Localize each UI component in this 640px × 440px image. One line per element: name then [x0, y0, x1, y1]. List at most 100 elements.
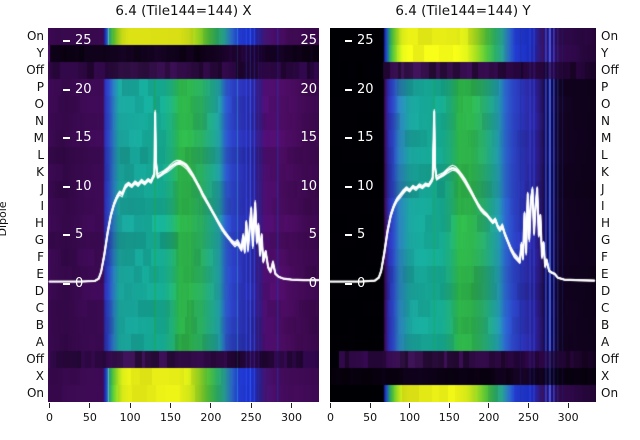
- x-tick-label-p0-250: 250: [240, 411, 262, 424]
- dipole-label-left-6: M: [33, 131, 44, 145]
- dipole-label-left-18: A: [35, 335, 44, 349]
- dipole-label-right-19: Off: [601, 352, 619, 366]
- dipole-label-right-2: Off: [601, 63, 619, 77]
- overlay-tick-dash-p0-0: [63, 282, 70, 285]
- dipole-label-right-9: J: [601, 182, 605, 196]
- x-tick-label-p1-50: 50: [363, 411, 378, 424]
- dipole-label-left-5: N: [35, 114, 44, 128]
- overlay-tick-label-right-p0-10: 10: [300, 178, 317, 194]
- heatmap-panel-x: [48, 28, 319, 402]
- dipole-label-right-11: H: [601, 216, 611, 230]
- dipole-label-left-12: G: [34, 233, 44, 247]
- x-tick-label-p0-50: 50: [82, 411, 97, 424]
- dipole-label-right-15: D: [601, 284, 611, 298]
- dipole-label-right-4: O: [601, 97, 611, 111]
- overlay-tick-label-p1-0: 0: [357, 275, 366, 291]
- dipole-label-left-19: Off: [26, 352, 44, 366]
- dipole-label-left-1: Y: [36, 46, 44, 60]
- x-tick-mark-p0-100: [129, 403, 131, 408]
- x-tick-label-p1-100: 100: [399, 411, 421, 424]
- dipole-label-right-8: K: [601, 165, 609, 179]
- dipole-label-left-20: X: [35, 369, 44, 383]
- x-tick-label-p0-150: 150: [160, 411, 181, 424]
- dipole-label-left-21: On: [26, 386, 44, 400]
- x-tick-label-p0-300: 300: [281, 411, 302, 424]
- overlay-tick-label-p1-20: 20: [357, 81, 374, 97]
- x-tick-mark-p1-300: [567, 403, 569, 408]
- overlay-tick-label-p1-10: 10: [357, 178, 374, 194]
- overlay-tick-dash-p0-20: [63, 88, 70, 91]
- dipole-label-right-6: M: [601, 131, 612, 145]
- dipole-label-left-14: E: [36, 267, 44, 281]
- x-tick-mark-p1-250: [527, 403, 530, 408]
- overlay-tick-dash-p1-10: [345, 185, 352, 188]
- overlay-tick-label-right-p0-5: 5: [308, 227, 317, 242]
- overlay-tick-dash-p1-20: [345, 88, 352, 91]
- x-tick-label-p1-300: 300: [557, 411, 579, 424]
- dipole-label-left-3: P: [36, 80, 44, 94]
- dipole-label-right-21: On: [601, 386, 619, 400]
- dipole-label-right-12: G: [601, 233, 611, 247]
- x-tick-mark-p0-0: [48, 403, 51, 408]
- dipole-label-left-17: B: [35, 318, 44, 332]
- dipole-label-left-11: H: [34, 216, 44, 230]
- dipole-label-left-8: K: [36, 165, 44, 179]
- overlay-tick-label-p0-25: 25: [75, 33, 92, 48]
- overlay-tick-dash-p1-5: [345, 234, 352, 236]
- x-tick-label-p1-250: 250: [518, 411, 539, 424]
- x-tick-mark-p0-300: [290, 403, 293, 408]
- dipole-label-right-16: C: [601, 301, 610, 315]
- dipole-label-right-13: F: [601, 250, 608, 264]
- dipole-label-right-20: X: [601, 369, 610, 383]
- dipole-label-left-15: D: [34, 284, 44, 298]
- x-tick-mark-p1-50: [369, 403, 371, 408]
- dipole-label-left-10: I: [40, 199, 44, 213]
- x-tick-mark-p0-150: [169, 403, 172, 408]
- dipole-label-right-3: P: [601, 80, 609, 94]
- heatmap-panel-y: [330, 28, 596, 402]
- x-tick-label-p0-0: 0: [46, 411, 53, 424]
- dipole-label-right-10: I: [601, 199, 605, 213]
- overlay-tick-label-p1-25: 25: [357, 33, 374, 48]
- overlay-tick-dash-p0-25: [63, 40, 70, 42]
- x-tick-label-p1-200: 200: [478, 411, 500, 424]
- dipole-label-right-7: L: [601, 148, 608, 162]
- overlay-tick-label-right-p0-15: 15: [300, 130, 317, 145]
- x-tick-mark-p1-0: [329, 403, 332, 408]
- x-tick-mark-p0-50: [89, 403, 91, 408]
- dipole-label-right-1: Y: [601, 46, 609, 60]
- overlay-tick-label-p0-20: 20: [75, 81, 92, 97]
- x-tick-mark-p0-250: [250, 403, 252, 408]
- overlay-tick-label-p0-5: 5: [75, 227, 84, 242]
- dipole-label-left-2: Off: [26, 63, 44, 77]
- overlay-tick-label-right-p0-25: 25: [300, 33, 317, 48]
- overlay-tick-dash-p1-0: [345, 282, 352, 285]
- overlay-tick-label-p1-5: 5: [357, 227, 366, 242]
- x-tick-mark-p1-150: [448, 403, 450, 408]
- x-tick-mark-p0-200: [210, 403, 212, 408]
- dipole-label-right-17: B: [601, 318, 610, 332]
- dipole-label-left-9: J: [40, 182, 44, 196]
- x-tick-label-p0-200: 200: [200, 411, 222, 424]
- panel-title-y: 6.4 (Tile144=144) Y: [395, 3, 531, 19]
- x-tick-label-p0-100: 100: [119, 411, 141, 424]
- dipole-label-left-0: On: [26, 29, 44, 43]
- dipole-label-right-0: On: [601, 29, 619, 43]
- dipole-label-right-5: N: [601, 114, 610, 128]
- dipole-label-left-16: C: [35, 301, 44, 315]
- dipole-label-left-7: L: [37, 148, 44, 162]
- x-tick-mark-p1-200: [488, 403, 490, 408]
- overlay-tick-label-right-p0-20: 20: [300, 81, 317, 97]
- dipole-label-left-13: F: [37, 250, 44, 264]
- dipole-label-left-4: O: [34, 97, 44, 111]
- panel-title-x: 6.4 (Tile144=144) X: [115, 3, 252, 19]
- dipole-label-right-18: A: [601, 335, 610, 349]
- overlay-tick-label-p0-15: 15: [75, 130, 92, 145]
- overlay-tick-dash-p1-15: [345, 137, 352, 139]
- x-tick-label-p1-0: 0: [327, 411, 334, 424]
- overlay-tick-dash-p0-5: [63, 234, 70, 236]
- overlay-tick-label-p1-15: 15: [357, 130, 374, 145]
- dipole-label-right-14: E: [601, 267, 609, 281]
- x-tick-mark-p1-100: [409, 403, 411, 408]
